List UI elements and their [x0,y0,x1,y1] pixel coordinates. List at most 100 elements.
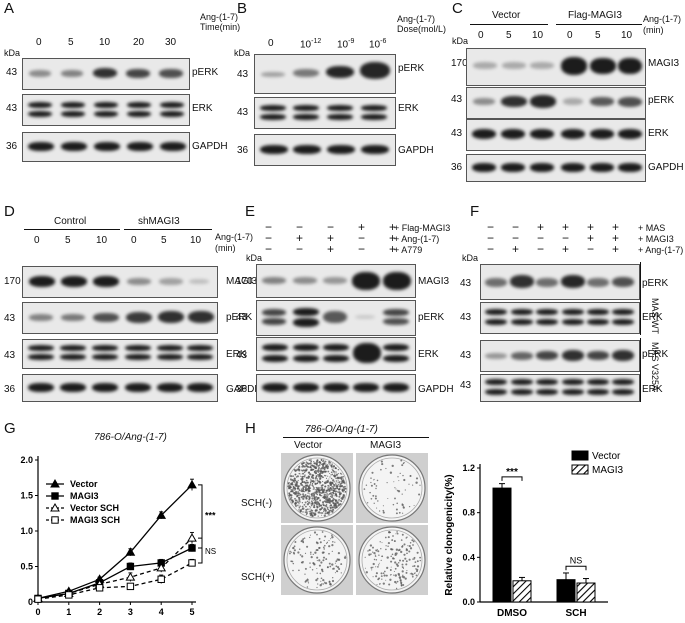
colony-dish-image [281,453,353,523]
protein-label: MAGI3 [226,276,258,287]
blot-gapdh [22,132,190,162]
y-tick-label: 1.2 [462,463,475,473]
protein-label: GAPDH [418,384,454,395]
group-label: Control [54,216,87,227]
row-label: SCH(+) [241,572,275,583]
bracket-line [640,338,641,402]
treatment-sign: + [327,242,335,256]
treatment-row-label: + A779 [394,245,423,255]
data-point [188,559,196,567]
image-panel-title: 786-O/Ang-(1-7) [305,424,378,435]
mw-marker: 36 [237,145,249,156]
treatment-sign: + [612,231,620,245]
panel-label-d: D [4,203,15,220]
protein-label: ERK [226,349,247,360]
treatment-sub-label: (min) [643,25,664,35]
kda-label: kDa [234,48,251,58]
data-point [34,595,42,603]
lane-label: 5 [68,37,74,48]
mw-marker: 36 [4,384,16,395]
panel-label-b: B [237,0,248,17]
treatment-sign: − [487,231,495,245]
x-tick-label: SCH [565,608,586,619]
treatment-sign: + [389,231,397,245]
protein-label: pERK [642,349,669,360]
mw-marker: 170 [451,58,468,69]
y-tick-label: 0.5 [20,562,33,572]
treatment-sign: − [265,220,273,234]
mw-marker: 170 [4,276,21,287]
legend-marker [51,492,59,500]
protein-label: pERK [192,67,219,78]
treatment-sign: + [358,220,366,234]
protein-label: ERK [192,103,213,114]
data-point [156,562,167,572]
kda-label: kDa [462,253,479,263]
y-axis-label: Relative clonogenicity(%) [444,474,455,595]
column-label: MAGI3 [370,440,402,451]
significance-bracket [565,565,587,571]
colony-dish-image [356,525,428,595]
kda-label: kDa [452,36,469,46]
blot-erk [22,94,190,126]
treatment-sign: − [296,220,304,234]
treatment-label: Ang-(1-7) [643,14,682,24]
lane-label: 5 [595,30,601,41]
lane-label: 0 [567,30,573,41]
mw-marker: 43 [6,67,18,78]
treatment-sign: + [389,220,397,234]
treatment-row-label: + Flag-MAGI3 [394,223,451,233]
treatment-sign: + [587,231,595,245]
blot-gapdh [254,134,396,166]
treatment-sign: − [587,242,595,256]
treatment-label: Ang-(1-7) [200,12,239,22]
series-line [37,484,193,600]
treatment-row-label: + Ang-(1-7) [394,234,440,244]
significance-label: NS [570,555,583,565]
legend-marker [50,478,60,488]
lane-label: 5 [506,30,512,41]
protein-label: pERK [418,312,445,323]
lane-label: 5 [65,235,71,246]
blot-erk [254,97,396,129]
row-label: SCH(-) [241,498,273,509]
kda-label: kDa [246,253,263,263]
mw-marker: 43 [236,350,248,361]
lane-label: 0 [478,30,484,41]
blot-gapdh [466,154,646,182]
blot-gapdh [22,374,218,402]
data-point [126,582,135,591]
treatment-sign: − [358,242,366,256]
x-tick-label: 2 [97,607,102,617]
legend-label: Vector [592,451,621,462]
significance-bracket [501,476,523,481]
protein-label: GAPDH [398,145,434,156]
mw-marker: 36 [236,384,248,395]
group-underline [24,229,120,230]
blot-gapdh [256,374,416,402]
protein-label: MAGI3 [418,276,450,287]
lane-label: 0 [36,37,42,48]
lane-label: 0 [268,38,274,49]
legend-swatch [571,450,589,461]
treatment-sign: − [512,220,520,234]
mw-marker: 36 [6,141,18,152]
protein-label: MAGI3 [648,58,680,69]
chart-title: 786-O/Ang-(1-7) [94,432,167,443]
treatment-sign: + [389,242,397,256]
blot-perk [22,302,218,334]
mw-marker: 43 [237,69,249,80]
lane-label: 10-6 [369,38,387,51]
x-tick-label: 4 [159,607,164,617]
y-tick-label: 0.8 [462,508,475,518]
data-point [125,572,136,581]
protein-label: ERK [642,384,663,395]
protein-label: pERK [226,312,253,323]
lane-label: 10 [190,235,202,246]
blot-perk [254,54,396,94]
y-tick-label: 2.0 [20,455,33,465]
significance-bracket [198,537,203,564]
side-label-mas-wt: MAS WT [650,298,660,334]
y-tick-label: 0 [28,597,33,607]
x-tick-label: 5 [189,607,194,617]
